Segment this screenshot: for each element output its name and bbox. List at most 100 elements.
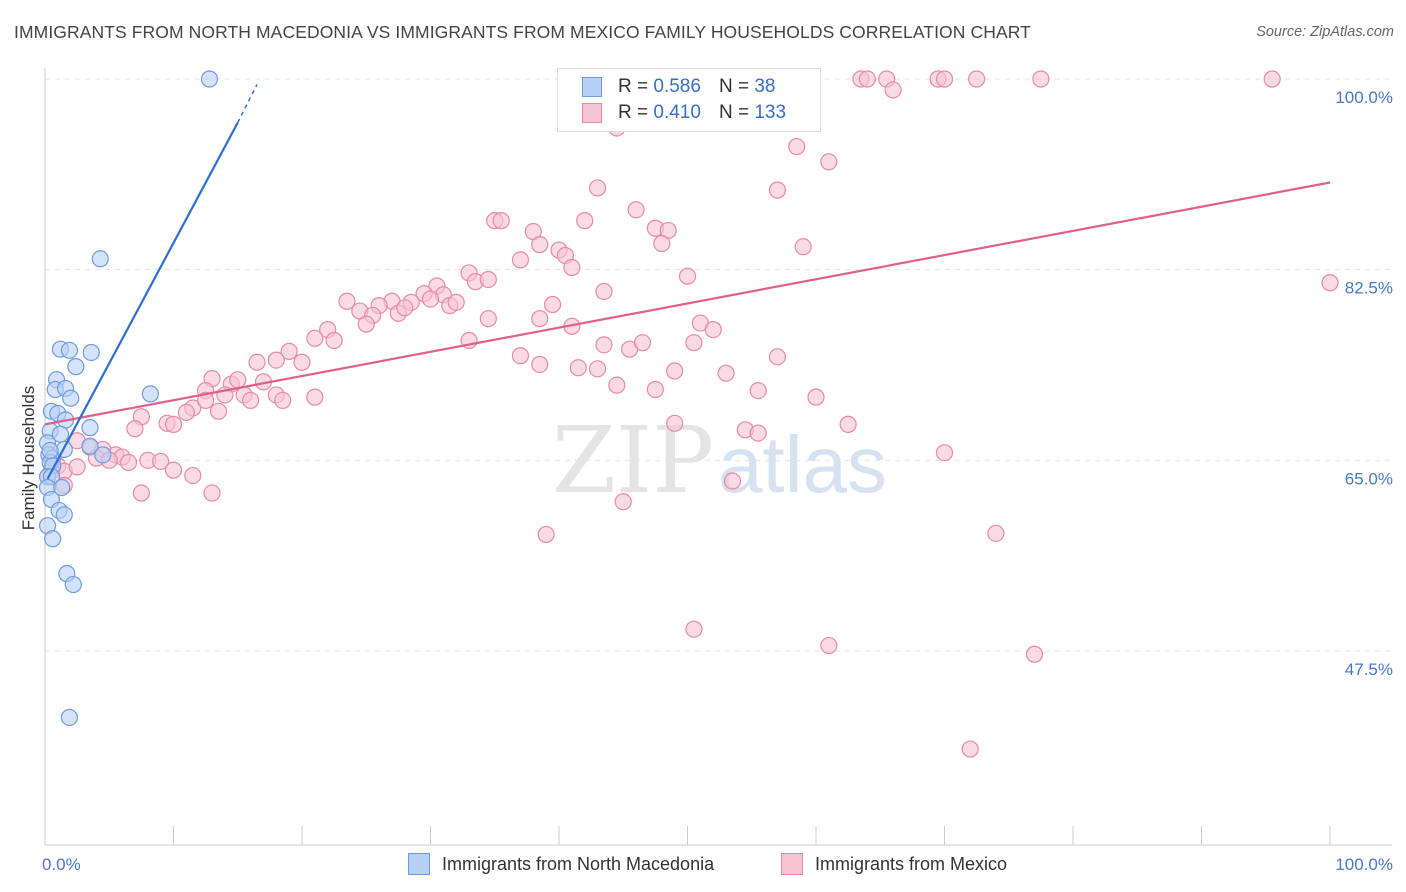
data-point	[280, 342, 298, 360]
y-tick-label: 82.5%	[1345, 279, 1393, 298]
data-point	[64, 575, 82, 594]
x-tick-label: 100.0%	[1335, 855, 1393, 874]
data-point	[653, 234, 671, 253]
watermark: ZIP atlas	[552, 407, 887, 514]
data-point	[209, 402, 228, 420]
data-point	[576, 212, 594, 230]
data-point	[55, 506, 73, 524]
data-point	[961, 740, 979, 758]
data-point	[338, 292, 356, 310]
data-point	[678, 267, 697, 285]
data-point	[82, 343, 100, 362]
data-point	[267, 351, 285, 369]
grid-lines	[45, 78, 1392, 652]
data-point	[839, 415, 857, 433]
data-point	[595, 336, 613, 354]
data-point	[987, 524, 1005, 542]
trendlines	[44, 84, 1331, 480]
data-point	[968, 70, 986, 88]
data-point	[563, 258, 581, 277]
y-tick-label: 100.0%	[1335, 88, 1393, 107]
data-point	[588, 360, 607, 378]
data-point	[1032, 70, 1050, 88]
data-point	[511, 347, 530, 365]
data-point	[935, 444, 954, 462]
data-point	[248, 353, 266, 371]
data-point	[807, 388, 825, 406]
data-point	[569, 359, 587, 377]
y-tick-label: 65.0%	[1345, 469, 1393, 488]
data-point	[704, 320, 722, 339]
data-point	[492, 212, 510, 230]
legend-r-label: R =	[618, 102, 649, 123]
data-point	[203, 484, 221, 502]
data-point	[935, 70, 954, 88]
data-point	[197, 391, 215, 410]
north-macedonia-trendline	[46, 122, 239, 480]
x-tick-label: 0.0%	[42, 855, 81, 874]
data-point	[44, 530, 62, 548]
pink-swatch	[582, 103, 602, 123]
watermark-zip: ZIP	[552, 407, 714, 514]
data-point	[537, 525, 555, 544]
data-point	[723, 472, 742, 490]
data-point	[242, 391, 260, 410]
data-point	[53, 478, 71, 497]
data-point	[126, 420, 144, 438]
legend-r-label: R =	[618, 76, 649, 97]
x-tick-labels: 0.0% 100.0%	[42, 855, 1393, 874]
pink-swatch	[781, 853, 803, 875]
data-point	[543, 295, 562, 314]
mexico-points	[38, 70, 1339, 758]
data-point	[768, 181, 787, 199]
data-point	[1025, 645, 1044, 663]
data-point	[447, 293, 465, 311]
data-point	[1321, 274, 1339, 292]
data-point	[274, 391, 292, 410]
data-point	[794, 238, 812, 256]
data-point	[858, 70, 877, 88]
data-point	[768, 348, 787, 366]
bottom-legend-label: Immigrants from Mexico	[815, 853, 1008, 874]
data-point	[820, 636, 838, 655]
data-point	[595, 282, 613, 301]
data-point	[184, 466, 202, 485]
legend-row-mexico: R = 0.410 N = 133	[582, 101, 786, 125]
bottom-legend-mexico: Immigrants from Mexico	[781, 851, 1007, 877]
y-tick-labels: 100.0% 82.5% 65.0% 47.5%	[1335, 88, 1393, 679]
legend-r-value: 0.410	[653, 102, 701, 123]
data-point	[884, 81, 902, 99]
data-point	[717, 364, 735, 382]
data-point	[41, 441, 59, 460]
data-point	[293, 353, 311, 371]
data-point	[749, 424, 767, 442]
data-point	[306, 329, 324, 347]
data-point	[685, 334, 703, 352]
data-point	[511, 251, 530, 269]
data-point	[68, 458, 86, 476]
legend-row-north-macedonia: R = 0.586 N = 38	[582, 75, 775, 99]
legend-n-value: 133	[754, 102, 787, 123]
data-point	[666, 362, 684, 380]
data-point	[200, 70, 219, 88]
blue-swatch	[408, 853, 430, 875]
data-point	[1263, 70, 1281, 88]
data-point	[81, 437, 99, 455]
data-point	[685, 620, 703, 638]
data-point	[357, 315, 375, 333]
data-point	[62, 389, 80, 407]
data-point	[306, 388, 324, 406]
mexico-trendline	[44, 181, 1331, 426]
data-point	[531, 355, 549, 374]
blue-swatch	[582, 77, 602, 97]
data-point	[51, 425, 70, 443]
data-point	[60, 708, 79, 727]
data-point	[531, 310, 549, 328]
data-point	[132, 484, 150, 502]
data-point	[325, 331, 343, 350]
data-point	[177, 403, 195, 421]
data-point	[152, 452, 170, 471]
data-point	[614, 493, 632, 511]
data-point	[94, 446, 112, 464]
